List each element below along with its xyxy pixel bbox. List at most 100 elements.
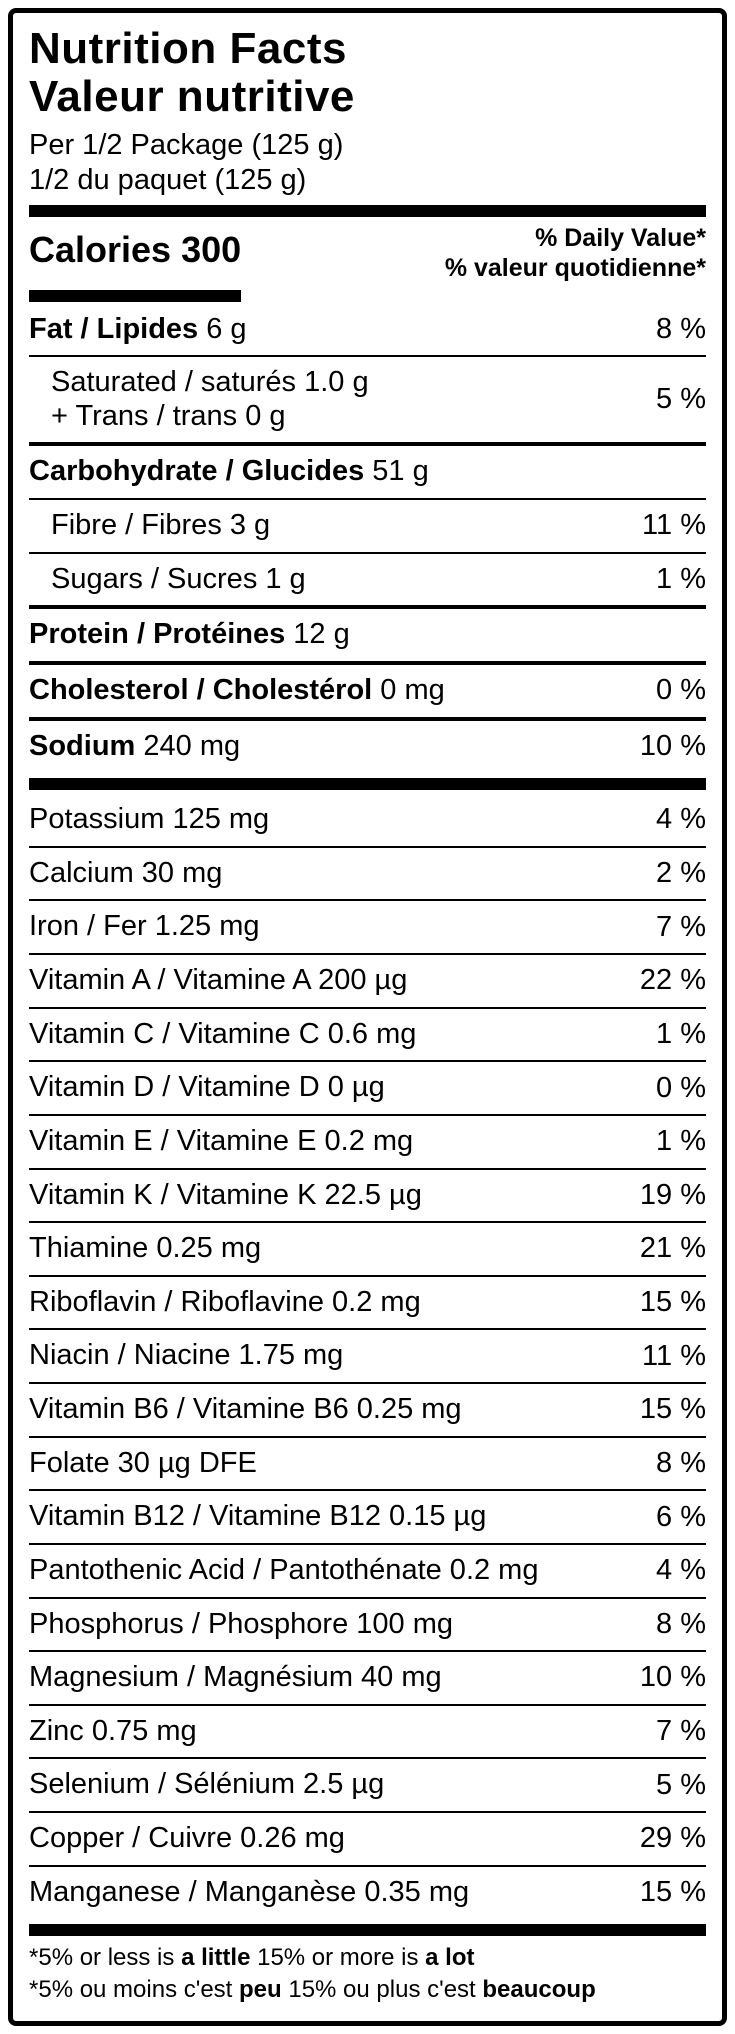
text-segment: Pantothenic Acid / Pantothénate 0.2 mg [29,1553,539,1586]
nutrient-name-line: Potassium 125 mg [29,803,646,837]
nutrient-row: Calcium 30 mg 2 % [29,845,706,900]
nutrient-percent: 7 % [656,910,706,943]
nutrient-name-line: Thiamine 0.25 mg [29,1232,630,1266]
text-segment: 0 mg [372,673,445,706]
nutrient-name-line: Niacin / Niacine 1.75 mg [29,1339,632,1373]
nutrient-name: Cholesterol / Cholestérol 0 mg [29,674,646,708]
nutrient-row: Thiamine 0.25 mg 21 % [29,1221,706,1275]
nutrient-row: Riboflavin / Riboflavine 0.2 mg 15 % [29,1274,706,1329]
text-segment: *5% ou moins c'est [29,1975,240,2003]
text-segment: Manganese / Manganèse 0.35 mg [29,1875,470,1908]
nutrient-name-line: Pantothenic Acid / Pantothénate 0.2 mg [29,1554,646,1588]
nutrient-percent: 11 % [642,1339,706,1372]
nutrient-percent: 2 % [656,857,706,890]
nutrient-name-line: Vitamin B12 / Vitamine B12 0.15 µg [29,1500,646,1534]
nutrient-name-line: Protein / Protéines 12 g [29,618,696,652]
nutrient-row: Manganese / Manganèse 0.35 mg 15 % [29,1864,706,1919]
nutrient-row: Vitamin C / Vitamine C 0.6 mg 1 % [29,1006,706,1061]
nutrient-name: Iron / Fer 1.25 mg [29,910,646,944]
text-segment: Folate 30 µg DFE [29,1446,257,1479]
nutrient-name: Selenium / Sélénium 2.5 µg [29,1768,646,1802]
nutrient-row: Vitamin K / Vitamine K 22.5 µg 19 % [29,1167,706,1222]
text-segment: 12 g [285,618,350,651]
nutrient-name-line: Riboflavin / Riboflavine 0.2 mg [29,1286,630,1320]
text-segment: 240 mg [135,729,241,762]
nutrient-name: Copper / Cuivre 0.26 mg [29,1822,630,1856]
nutrient-name-line: Saturated / saturés 1.0 g [51,366,646,400]
nutrient-percent: 22 % [639,964,706,997]
nutrient-percent: 4 % [656,1554,706,1587]
text-segment: 15% or more is [250,1944,426,1972]
text-segment: + Trans / trans 0 g [51,399,286,432]
text-segment: Vitamin B12 / Vitamine B12 0.15 µg [29,1500,487,1533]
serving-size-en: Per 1/2 Package (125 g) [29,128,344,161]
text-segment: Vitamin D / Vitamine D 0 µg [29,1071,385,1104]
nutrient-percent: 6 % [656,1500,706,1533]
text-segment: 51 g [364,455,429,488]
calories-section: Calories 300 % Daily Value* % valeur quo… [29,223,706,284]
text-segment: 15% ou plus c'est [281,1975,483,2003]
nutrient-name-line: Sugars / Sucres 1 g [51,563,646,597]
nutrient-name: Sodium 240 mg [29,730,630,764]
nutrient-row: Vitamin A / Vitamine A 200 µg 22 % [29,953,706,1007]
text-segment: a little [181,1944,251,1972]
nutrient-name: Vitamin E / Vitamine E 0.2 mg [29,1125,646,1159]
nutrient-percent: 15 % [639,1875,706,1908]
nutrient-name: Thiamine 0.25 mg [29,1232,630,1266]
nutrient-row: Cholesterol / Cholestérol 0 mg 0 % [29,660,706,717]
nutrient-percent: 0 % [656,1071,706,1104]
nutrient-name: Manganese / Manganèse 0.35 mg [29,1876,630,1910]
nutrient-row: Vitamin B6 / Vitamine B6 0.25 mg 15 % [29,1382,706,1436]
nutrient-name: Vitamin C / Vitamine C 0.6 mg [29,1018,646,1052]
text-segment: *5% or less is [29,1944,182,1972]
nutrient-percent: 19 % [639,1178,706,1211]
nutrient-percent: 8 % [656,1446,706,1479]
nutrient-percent: 4 % [656,803,706,836]
text-segment: peu [239,1975,282,2003]
text-segment: Vitamin E / Vitamine E 0.2 mg [29,1124,414,1157]
nutrient-percent: 29 % [639,1822,706,1855]
nutrient-name: Riboflavin / Riboflavine 0.2 mg [29,1286,630,1320]
footnote-line: *5% ou moins c'est peu 15% ou plus c'est… [29,1974,706,2006]
nutrient-row: Zinc 0.75 mg 7 % [29,1703,706,1758]
nutrient-row: Magnesium / Magnésium 40 mg 10 % [29,1650,706,1704]
text-segment: Iron / Fer 1.25 mg [29,910,260,943]
nutrient-name: Saturated / saturés 1.0 g + Trans / trans… [29,366,646,433]
text-segment: Vitamin K / Vitamine K 22.5 µg [29,1178,422,1211]
nutrient-percent: 0 % [656,674,706,707]
text-segment: Fibre / Fibres 3 g [51,509,271,542]
nutrient-row: Niacin / Niacine 1.75 mg 11 % [29,1328,706,1382]
nutrient-name-line: Vitamin A / Vitamine A 200 µg [29,964,630,998]
nutrient-name: Fibre / Fibres 3 g [29,509,632,543]
nutrient-name-line: Zinc 0.75 mg [29,1715,646,1749]
nutrient-percent: 8 % [656,312,706,345]
nutrient-name-line: Phosphorus / Phosphore 100 mg [29,1608,646,1642]
nutrient-name-line: + Trans / trans 0 g [51,400,646,434]
nutrient-row: Vitamin D / Vitamine D 0 µg 0 % [29,1060,706,1114]
nutrient-row: Saturated / saturés 1.0 g + Trans / trans… [29,355,706,442]
nutrient-name-line: Vitamin E / Vitamine E 0.2 mg [29,1125,646,1159]
daily-value-header-fr: % valeur quotidienne* [444,254,706,283]
nutrient-percent: 15 % [639,1393,706,1426]
nutrient-name: Magnesium / Magnésium 40 mg [29,1661,630,1695]
nutrient-name-line: Vitamin K / Vitamine K 22.5 µg [29,1179,630,1213]
nutrient-row: Sodium 240 mg 10 % [29,716,706,773]
nutrient-name: Vitamin K / Vitamine K 22.5 µg [29,1179,630,1213]
nutrient-percent: 10 % [639,1661,706,1694]
nutrient-name-line: Vitamin C / Vitamine C 0.6 mg [29,1018,646,1052]
text-segment: Vitamin C / Vitamine C 0.6 mg [29,1017,417,1050]
nutrient-percent: 15 % [639,1286,706,1319]
text-segment: Saturated / saturés 1.0 g [51,366,369,399]
nutrient-name-line: Copper / Cuivre 0.26 mg [29,1822,630,1856]
nutrient-name: Carbohydrate / Glucides 51 g [29,455,696,489]
nutrient-row: Vitamin E / Vitamine E 0.2 mg 1 % [29,1113,706,1168]
text-segment: Calcium 30 mg [29,856,223,889]
nutrient-name: Niacin / Niacine 1.75 mg [29,1339,632,1373]
nutrient-name: Vitamin A / Vitamine A 200 µg [29,964,630,998]
nutrient-name-line: Fat / Lipides 6 g [29,313,646,347]
text-segment: Thiamine 0.25 mg [29,1232,262,1265]
text-segment: 6 g [198,312,247,345]
nutrient-name: Potassium 125 mg [29,803,646,837]
nutrient-row: Protein / Protéines 12 g [29,605,706,661]
nutrient-name: Zinc 0.75 mg [29,1715,646,1749]
